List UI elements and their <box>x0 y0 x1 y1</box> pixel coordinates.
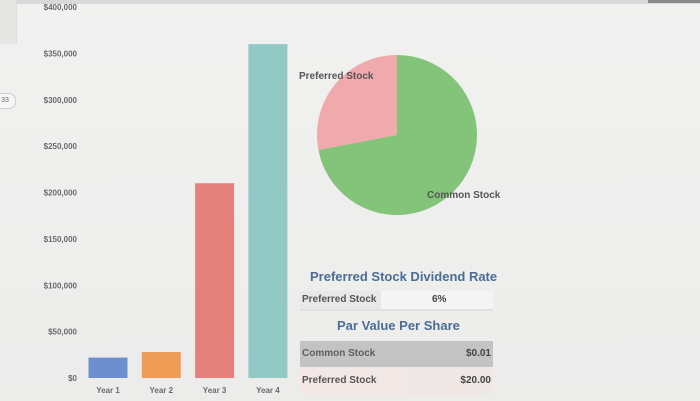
dividend-value: 6% <box>432 294 447 305</box>
par-label-preferred: Preferred Stock <box>302 375 377 386</box>
row-number-badge: 33 <box>0 93 16 109</box>
pie-svg <box>317 55 477 215</box>
left-panel-edge <box>0 0 17 44</box>
dividend-label: Preferred Stock <box>302 294 377 305</box>
y-tick-label: $350,000 <box>44 49 78 58</box>
par-label-common: Common Stock <box>302 348 376 359</box>
y-tick-label: $300,000 <box>44 96 78 105</box>
pie-slice-common-stock <box>318 55 477 215</box>
x-tick-label: Year 4 <box>256 386 280 395</box>
par-row-preferred: Preferred Stock $20.00 <box>300 368 493 394</box>
par-value-common: $0.01 <box>465 348 491 359</box>
y-tick-label: $50,000 <box>48 328 77 337</box>
y-tick-label: $150,000 <box>44 235 78 244</box>
y-tick-label: $100,000 <box>44 281 78 290</box>
par-value-title: Par Value Per Share <box>337 318 460 333</box>
bar-year-1 <box>88 357 128 378</box>
x-tick-label: Year 1 <box>96 386 120 395</box>
x-tick-label: Year 2 <box>150 386 174 395</box>
pie-chart <box>312 52 482 222</box>
pie-label-common: Common Stock <box>427 190 501 201</box>
y-tick-label: $400,000 <box>44 3 78 12</box>
y-tick-label: $200,000 <box>44 189 78 198</box>
bar-year-3 <box>195 183 235 378</box>
window-edge-bar <box>648 0 700 3</box>
dividend-rate-title: Preferred Stock Dividend Rate <box>310 269 498 284</box>
top-strip <box>0 0 700 4</box>
x-tick-label: Year 3 <box>203 386 227 395</box>
pie-slice-preferred-stock <box>317 55 397 150</box>
bar-year-4 <box>248 44 288 378</box>
y-tick-label: $250,000 <box>44 142 78 151</box>
par-row-common: Common Stock $0.01 <box>300 341 493 367</box>
pie-label-preferred: Preferred Stock <box>299 71 374 82</box>
par-value-preferred: $20.00 <box>460 375 491 386</box>
dividend-row: Preferred Stock 6% <box>300 291 493 311</box>
y-tick-label: $0 <box>68 374 77 383</box>
bar-year-2 <box>141 352 181 378</box>
